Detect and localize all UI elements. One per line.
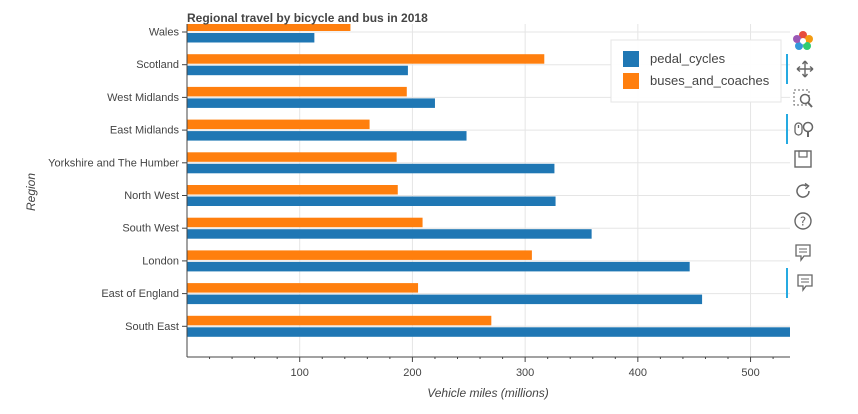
y-tick-label: South East (125, 321, 179, 333)
svg-text:?: ? (800, 215, 806, 229)
x-tick-label: 300 (516, 367, 534, 379)
bar-buses_and_coaches (187, 250, 532, 260)
y-tick-label: South West (122, 223, 179, 235)
y-tick-label: East of England (101, 288, 179, 300)
pan-tool-icon (796, 60, 814, 78)
bar-buses_and_coaches (187, 54, 545, 64)
legend-label: buses_and_coaches (650, 73, 770, 88)
wheel-zoom-tool-button[interactable] (786, 114, 822, 144)
help-tool-icon: ? (794, 212, 812, 230)
y-tick-label: Yorkshire and The Humber (48, 157, 179, 169)
save-tool-icon (794, 150, 812, 168)
bokeh-logo[interactable] (786, 26, 820, 56)
y-tick-label: West Midlands (107, 92, 179, 104)
box-zoom-tool-icon (793, 89, 813, 108)
hover-tool-icon (797, 274, 813, 292)
reset-tool-button[interactable] (786, 176, 820, 206)
x-tick-label: 500 (741, 367, 759, 379)
hover-tool-button-2[interactable] (786, 268, 822, 298)
x-ticks: 100 200 300 400 500 (209, 357, 774, 379)
bar-pedal_cycles (187, 229, 592, 239)
wheel-zoom-tool-icon (794, 121, 814, 137)
y-ticks: South East East of England London South Wes… (48, 27, 187, 333)
legend-box (610, 39, 782, 103)
y-tick-label: North West (124, 190, 179, 202)
bar-buses_and_coaches (187, 24, 351, 31)
toolbar: ? (786, 26, 820, 306)
bar-buses_and_coaches (187, 315, 492, 326)
bar-pedal_cycles (187, 131, 467, 141)
chart-title: Regional travel by bicycle and bus in 20… (187, 11, 428, 25)
bar-pedal_cycles (187, 261, 690, 272)
legend-swatch (623, 73, 639, 89)
bar-pedal_cycles (187, 294, 703, 305)
box-zoom-tool-button[interactable] (786, 84, 820, 114)
hover-tool-icon (795, 244, 811, 262)
bar-pedal_cycles (187, 33, 315, 43)
axes (186, 24, 790, 358)
x-tick-label: 100 (291, 367, 309, 379)
bar-buses_and_coaches (187, 119, 370, 130)
bokeh-logo-icon (793, 31, 813, 50)
bars (187, 24, 790, 337)
y-tick-label: East Midlands (110, 125, 180, 137)
y-axis-label: Region (24, 173, 38, 211)
y-tick-label: Wales (149, 27, 180, 39)
legend-swatch (623, 51, 639, 67)
bar-buses_and_coaches (187, 185, 398, 195)
y-tick-label: Scotland (136, 59, 179, 71)
bar-pedal_cycles (187, 65, 408, 76)
hover-tool-button[interactable] (786, 238, 820, 268)
x-tick-label: 400 (629, 367, 647, 379)
legend-label: pedal_cycles (650, 51, 726, 66)
save-tool-button[interactable] (786, 144, 820, 174)
y-tick-label: London (142, 255, 179, 267)
x-axis-label: Vehicle miles (millions) (427, 386, 549, 400)
x-tick-label: 200 (403, 367, 421, 379)
bar-buses_and_coaches (187, 217, 423, 228)
bar-buses_and_coaches (187, 86, 407, 97)
pan-tool-button[interactable] (786, 54, 822, 84)
help-tool-button[interactable]: ? (786, 206, 820, 236)
reset-tool-icon (796, 182, 810, 198)
bar-pedal_cycles (187, 98, 435, 108)
bar-buses_and_coaches (187, 152, 397, 162)
bar-buses_and_coaches (187, 283, 419, 293)
bar-pedal_cycles (187, 163, 555, 174)
legend: pedal_cycles buses_and_coaches (610, 39, 782, 103)
bar-pedal_cycles (187, 196, 556, 206)
bar-pedal_cycles (187, 327, 790, 337)
